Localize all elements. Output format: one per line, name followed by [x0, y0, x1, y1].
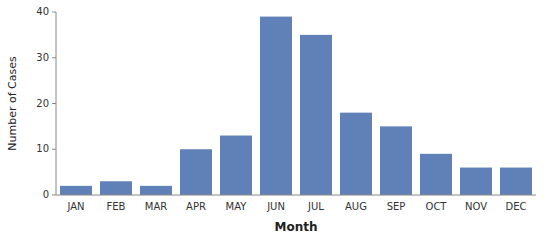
- bar: [60, 186, 92, 195]
- x-tick-label: FEB: [107, 201, 126, 212]
- bar: [460, 168, 492, 195]
- x-tick-label: AUG: [345, 201, 367, 212]
- y-tick: [52, 195, 56, 196]
- x-tick-label: APR: [186, 201, 206, 212]
- x-axis-label: Month: [274, 220, 317, 234]
- bar: [380, 126, 412, 195]
- bar: [180, 149, 212, 195]
- bar: [420, 154, 452, 195]
- x-tick-label: OCT: [426, 201, 448, 212]
- x-tick-label: SEP: [387, 201, 406, 212]
- y-tick-label: 10: [36, 143, 49, 154]
- x-tick-label: JAN: [66, 201, 84, 212]
- axes: 0 10 20 30 40 JAN FEB MAR APR MAY JUN JUL AUG SEP OCT N…: [36, 6, 536, 212]
- x-tick-label: MAY: [226, 201, 248, 212]
- bar: [300, 35, 332, 195]
- x-tick-label: JUN: [266, 201, 285, 212]
- y-tick-label: 0: [43, 189, 49, 200]
- y-tick-label: 40: [36, 6, 49, 17]
- y-axis-label: Number of Cases: [6, 56, 19, 151]
- x-tick-label: NOV: [465, 201, 487, 212]
- y-tick: [52, 103, 56, 104]
- y-tick: [52, 12, 56, 13]
- bar: [100, 181, 132, 195]
- y-tick-label: 30: [36, 52, 49, 63]
- x-tick-label: JUL: [307, 201, 324, 212]
- bar: [260, 17, 292, 195]
- bar: [220, 136, 252, 195]
- y-tick: [52, 149, 56, 150]
- chart-svg: 0 10 20 30 40 JAN FEB MAR APR MAY JUN JUL AUG SEP OCT N…: [0, 0, 550, 239]
- x-tick-label: MAR: [145, 201, 167, 212]
- bars: [60, 17, 532, 195]
- y-tick: [52, 57, 56, 58]
- bar: [340, 113, 372, 195]
- x-tick-label: DEC: [505, 201, 526, 212]
- y-tick-label: 20: [36, 98, 49, 109]
- chart-container: 0 10 20 30 40 JAN FEB MAR APR MAY JUN JUL AUG SEP OCT N…: [0, 0, 550, 239]
- x-axis-line: [56, 195, 536, 196]
- bar: [140, 186, 172, 195]
- bar: [500, 168, 532, 195]
